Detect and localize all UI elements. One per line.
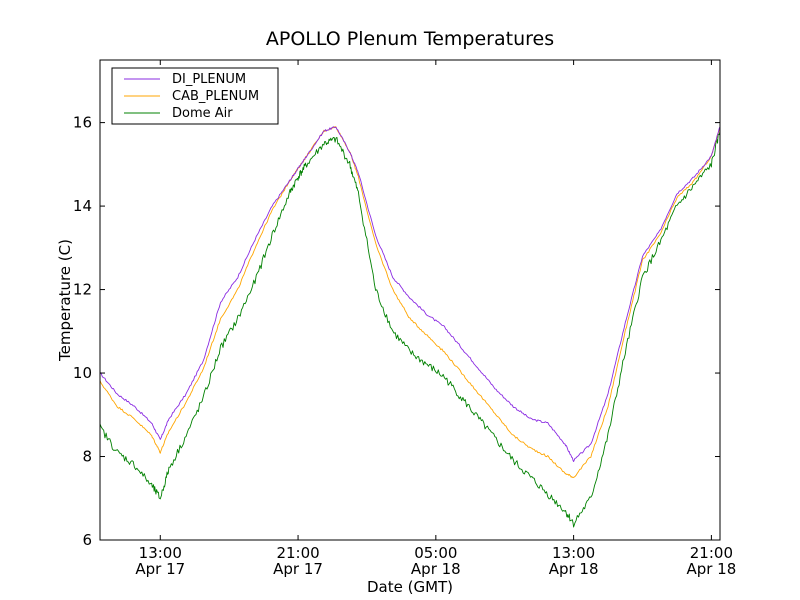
x-tick-label-time: 13:00 [139, 544, 182, 562]
chart-title: APOLLO Plenum Temperatures [266, 28, 554, 50]
x-axis-label: Date (GMT) [367, 578, 453, 596]
y-axis-ticks: 6 8 10 12 14 16 [73, 114, 720, 549]
legend-label-cab-plenum: CAB_PLENUM [172, 89, 259, 104]
series-layer [100, 126, 720, 528]
y-tick-label: 12 [73, 281, 92, 299]
x-tick-label-date: Apr 18 [411, 560, 461, 578]
y-tick-label: 16 [73, 114, 92, 132]
x-tick-label-time: 21:00 [276, 544, 319, 562]
x-tick-label-date: Apr 17 [273, 560, 323, 578]
x-tick-label-date: Apr 17 [135, 560, 185, 578]
y-tick-label: 10 [73, 364, 92, 382]
series-line-cab-plenum [100, 126, 720, 479]
y-tick-label: 8 [82, 448, 92, 466]
series-line-di-plenum [100, 126, 720, 463]
y-tick-label: 14 [73, 197, 92, 215]
series-line-dome-air [100, 130, 720, 528]
legend: DI_PLENUM CAB_PLENUM Dome Air [111, 67, 279, 125]
y-tick-label: 6 [82, 531, 92, 549]
x-tick-label-time: 05:00 [414, 544, 457, 562]
plot-area [100, 60, 720, 540]
legend-label-di-plenum: DI_PLENUM [172, 72, 246, 87]
plot-frame [99, 59, 721, 541]
x-tick-label-time: 13:00 [552, 544, 595, 562]
x-tick-label-date: Apr 18 [686, 560, 736, 578]
x-tick-label-time: 21:00 [690, 544, 733, 562]
x-tick-label-date: Apr 18 [549, 560, 599, 578]
legend-label-dome-air: Dome Air [172, 106, 233, 121]
y-axis-label: Temperature (C) [56, 239, 74, 362]
